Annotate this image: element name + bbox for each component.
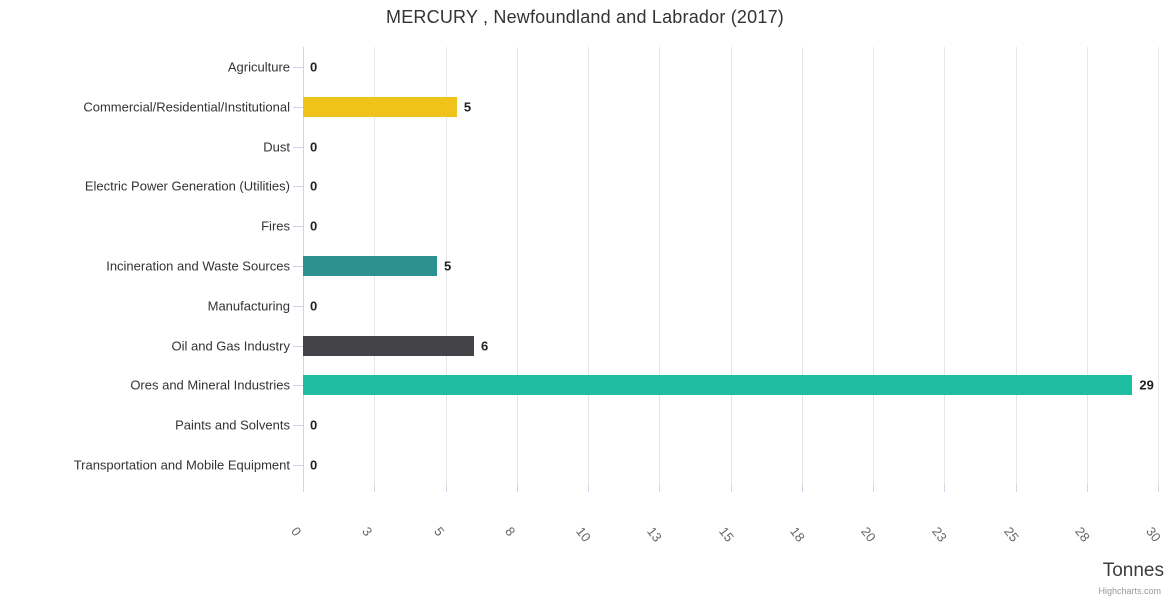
gridline: [1015, 47, 1017, 485]
xaxis-tick-mark: [659, 485, 661, 492]
gridline: [1158, 47, 1159, 485]
bar-commercial-residential-institutional[interactable]: [303, 96, 457, 117]
category-label-electric-power-generation-utilities: Electric Power Generation (Utilities): [84, 178, 290, 194]
data-label-electric-power-generation-utilities: 0: [310, 178, 318, 194]
category-label-manufacturing: Manufacturing: [207, 298, 290, 314]
chart-title: MERCURY , Newfoundland and Labrador (201…: [386, 7, 784, 27]
data-label-commercial-residential-institutional: 5: [463, 99, 472, 115]
gridline: [588, 47, 589, 485]
data-label-paints-and-solvents: 0: [310, 417, 318, 433]
xaxis-tick-label: 30: [1143, 524, 1164, 545]
bar-incineration-and-waste-sources[interactable]: [303, 255, 437, 276]
data-label-oil-and-gas-industry: 6: [481, 338, 489, 354]
data-label-dust: 0: [310, 139, 318, 155]
category-label-oil-and-gas-industry: Oil and Gas Industry: [171, 338, 291, 354]
xaxis-tick-mark: [944, 485, 946, 492]
data-label-ores-and-mineral-industries: 29: [1139, 377, 1154, 393]
data-label-manufacturing: 0: [310, 298, 318, 314]
bar-ores-and-mineral-industries[interactable]: [303, 375, 1133, 396]
xaxis-tick-label: 28: [1071, 524, 1093, 545]
xaxis-tick-label: 15: [715, 524, 737, 545]
xaxis-tick-mark: [1086, 485, 1088, 492]
category-label-dust: Dust: [263, 139, 290, 155]
data-label-incineration-and-waste-sources: 5: [443, 258, 452, 274]
category-label-transportation-and-mobile-equipment: Transportation and Mobile Equipment: [73, 457, 290, 473]
category-tick-mark: [293, 106, 303, 108]
category-row-manufacturing: Manufacturing 0: [208, 286, 1158, 326]
xaxis-tick-label: 5: [430, 524, 447, 539]
category-tick-mark: [293, 66, 303, 68]
xaxis-tick-label: 20: [858, 524, 879, 545]
category-row-fires: Fires 0: [261, 206, 1158, 246]
xaxis-tick-label: 13: [644, 524, 666, 545]
category-label-fires: Fires: [261, 218, 290, 234]
xaxis-tick-mark: [303, 485, 304, 492]
category-row-oil-and-gas-industry: Oil and Gas Industry 6: [172, 326, 1158, 366]
xaxis-tick-label: 18: [786, 524, 808, 545]
gridline: [445, 47, 447, 485]
category-row-ores-and-mineral-industries: Ores and Mineral Industries 29: [130, 366, 1158, 406]
xaxis-tick-mark: [445, 485, 447, 492]
highcharts-credits-link[interactable]: Highcharts.com: [1098, 586, 1161, 596]
xaxis-tick-label: 10: [573, 524, 594, 545]
xaxis-tick-mark: [374, 485, 376, 492]
data-label-fires: 0: [310, 218, 318, 234]
category-row-transportation-and-mobile-equipment: Transportation and Mobile Equipment 0: [74, 445, 1158, 485]
category-label-agriculture: Agriculture: [227, 59, 290, 75]
xaxis-tick-label: 0: [288, 524, 305, 539]
xaxis-tick-mark: [730, 485, 732, 492]
xaxis-tick-label: 3: [359, 524, 376, 539]
category-row-agriculture: Agriculture 0: [228, 47, 1158, 87]
category-tick-mark: [293, 265, 303, 267]
category-label-ores-and-mineral-industries: Ores and Mineral Industries: [130, 377, 290, 393]
gridline: [659, 47, 661, 485]
category-tick-mark: [293, 305, 303, 307]
xaxis-tick-mark: [873, 485, 874, 492]
gridline: [730, 47, 732, 485]
category-row-commercial-residential-institutional: Commercial/Residential/Institutional 5: [83, 87, 1158, 127]
category-label-paints-and-solvents: Paints and Solvents: [175, 417, 290, 433]
gridline: [801, 47, 803, 485]
data-label-agriculture: 0: [310, 59, 318, 75]
category-tick-mark: [293, 146, 303, 148]
xaxis-tick-label: 23: [929, 524, 951, 545]
gridline: [944, 47, 946, 485]
category-tick-mark: [293, 385, 303, 387]
xaxis-tick-mark: [588, 485, 589, 492]
category-label-commercial-residential-institutional: Commercial/Residential/Institutional: [83, 99, 290, 115]
xaxis-tick-mark: [801, 485, 803, 492]
category-row-electric-power-generation-utilities: Electric Power Generation (Utilities) 0: [85, 166, 1158, 206]
category-tick-mark: [293, 186, 303, 188]
xaxis-tick-mark: [1158, 485, 1159, 492]
category-tick-mark: [293, 425, 303, 427]
gridline: [873, 47, 874, 485]
gridline: [1086, 47, 1088, 485]
category-tick-mark: [293, 226, 303, 228]
category-label-incineration-and-waste-sources: Incineration and Waste Sources: [106, 258, 290, 274]
category-tick-mark: [293, 465, 303, 467]
category-row-dust: Dust 0: [263, 127, 1158, 167]
xaxis-title: Tonnes: [1102, 560, 1164, 581]
category-row-incineration-and-waste-sources: Incineration and Waste Sources 5: [106, 246, 1158, 286]
bar-oil-and-gas-industry[interactable]: [303, 335, 474, 356]
xaxis-tick-mark: [1015, 485, 1017, 492]
data-label-transportation-and-mobile-equipment: 0: [310, 457, 318, 473]
plot-area: 0 3 5 8 10 13 15 18 20 23 25 28 30 Agriculture 0 Commer…: [74, 47, 1164, 545]
category-tick-mark: [293, 345, 303, 347]
xaxis-tick-label: 25: [1000, 524, 1022, 545]
xaxis-tick-label: 8: [501, 524, 519, 539]
gridline: [516, 47, 518, 485]
category-row-paints-and-solvents: Paints and Solvents 0: [175, 405, 1158, 445]
xaxis-tick-mark: [516, 485, 518, 492]
